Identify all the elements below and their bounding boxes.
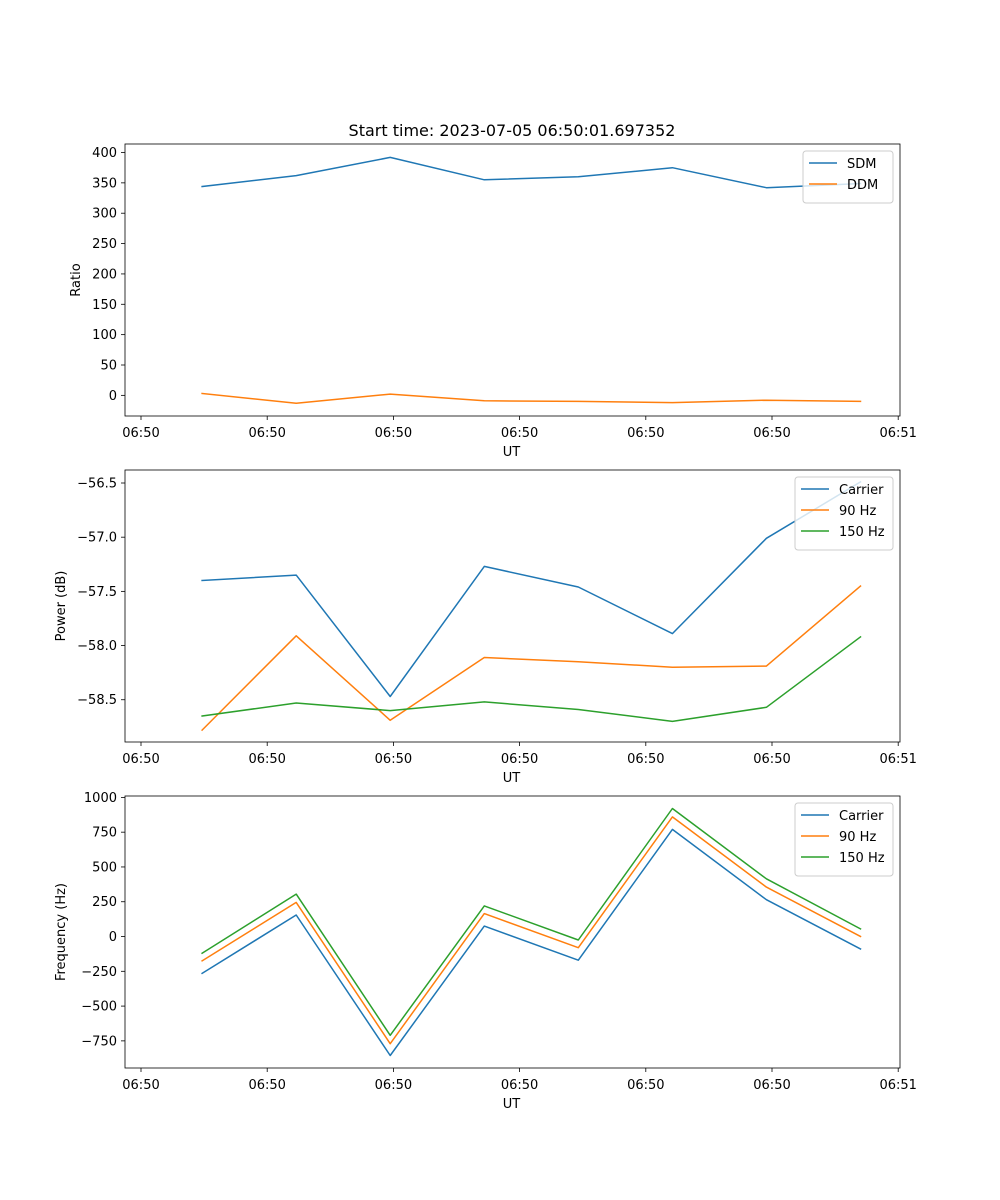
x-tick-label: 06:50 <box>122 752 159 767</box>
y-tick-label: 50 <box>100 359 117 374</box>
legend: Carrier 90 Hz 150 Hz <box>794 802 894 877</box>
legend: Carrier 90 Hz 150 Hz <box>794 476 894 551</box>
x-tick-label: 06:50 <box>375 752 412 767</box>
axes-panel-1: 06:50 06:50 06:50 06:50 06:50 06:50 06:51 0 50 10… <box>69 143 917 460</box>
series-line-90-hz <box>201 816 862 1045</box>
x-tick-label: 06:50 <box>248 426 285 441</box>
x-tick-label: 06:50 <box>248 752 285 767</box>
x-tick-label: 06:50 <box>753 1078 790 1093</box>
axes-frame <box>124 143 901 417</box>
y-tick-label: −57.5 <box>77 585 117 600</box>
legend-label: Carrier <box>839 483 884 498</box>
axes-panel-2: 06:50 06:50 06:50 06:50 06:50 06:50 06:51 −56.5… <box>54 469 917 786</box>
x-tick-label: 06:50 <box>501 1078 538 1093</box>
series-line-carrier <box>201 828 862 1057</box>
y-axis-label: Ratio <box>69 263 84 296</box>
axes-frame <box>124 795 901 1069</box>
x-tick-label: 06:50 <box>375 1078 412 1093</box>
y-tick-label: −56.5 <box>77 477 117 492</box>
x-tick-label: 06:50 <box>627 426 664 441</box>
panels: 06:50 06:50 06:50 06:50 06:50 06:50 06:51 0 50 10… <box>54 143 917 1112</box>
legend-label: 150 Hz <box>839 851 885 866</box>
axes-frame <box>124 469 901 743</box>
series-line-ddm <box>201 392 862 405</box>
x-tick-label: 06:50 <box>501 426 538 441</box>
y-tick-label: −58.0 <box>77 639 117 654</box>
legend-label: Carrier <box>839 809 884 824</box>
x-tick-label: 06:50 <box>627 752 664 767</box>
x-axis-label: UT <box>503 1097 521 1112</box>
legend-label: SDM <box>847 157 876 172</box>
legend-label: DDM <box>847 178 878 193</box>
y-tick-label: 400 <box>92 146 117 161</box>
y-tick-label: −250 <box>81 965 117 980</box>
series-line-90-hz <box>201 584 862 732</box>
y-tick-label: −57.0 <box>77 531 117 546</box>
y-tick-label: −58.5 <box>77 693 117 708</box>
legend: SDM DDM <box>802 150 894 204</box>
x-tick-label: 06:51 <box>879 426 916 441</box>
y-axis-label: Frequency (Hz) <box>54 883 69 981</box>
legend-label: 150 Hz <box>839 525 885 540</box>
x-tick-label: 06:50 <box>248 1078 285 1093</box>
series-line-150-hz <box>201 635 862 723</box>
x-axis-label: UT <box>503 771 521 786</box>
y-tick-label: 250 <box>92 237 117 252</box>
series-line-150-hz <box>201 807 862 1037</box>
axes-panel-3: 06:50 06:50 06:50 06:50 06:50 06:50 06:51 1000 7… <box>54 791 917 1112</box>
x-tick-label: 06:50 <box>122 426 159 441</box>
y-tick-label: −500 <box>81 1000 117 1015</box>
y-tick-label: 200 <box>92 267 117 282</box>
y-tick-label: 100 <box>92 328 117 343</box>
y-tick-label: 150 <box>92 298 117 313</box>
y-tick-label: 0 <box>109 389 117 404</box>
x-tick-label: 06:51 <box>879 752 916 767</box>
legend-box <box>802 150 894 204</box>
series-line-sdm <box>201 156 862 189</box>
x-tick-label: 06:50 <box>501 752 538 767</box>
x-tick-label: 06:50 <box>753 752 790 767</box>
y-tick-label: 500 <box>92 860 117 875</box>
x-tick-label: 06:50 <box>375 426 412 441</box>
y-tick-label: −750 <box>81 1034 117 1049</box>
y-tick-label: 1000 <box>84 791 117 806</box>
y-tick-label: 350 <box>92 176 117 191</box>
chart-title: Start time: 2023-07-05 06:50:01.697352 <box>349 121 676 140</box>
y-tick-label: 250 <box>92 895 117 910</box>
x-tick-label: 06:50 <box>753 426 790 441</box>
x-tick-label: 06:50 <box>122 1078 159 1093</box>
y-tick-label: 300 <box>92 207 117 222</box>
y-tick-label: 0 <box>109 930 117 945</box>
x-tick-label: 06:51 <box>879 1078 916 1093</box>
x-axis-label: UT <box>503 445 521 460</box>
legend-label: 90 Hz <box>839 830 876 845</box>
series-line-carrier <box>201 480 862 698</box>
y-tick-label: 750 <box>92 826 117 841</box>
y-axis-label: Power (dB) <box>54 571 69 642</box>
legend-label: 90 Hz <box>839 504 876 519</box>
x-tick-label: 06:50 <box>627 1078 664 1093</box>
